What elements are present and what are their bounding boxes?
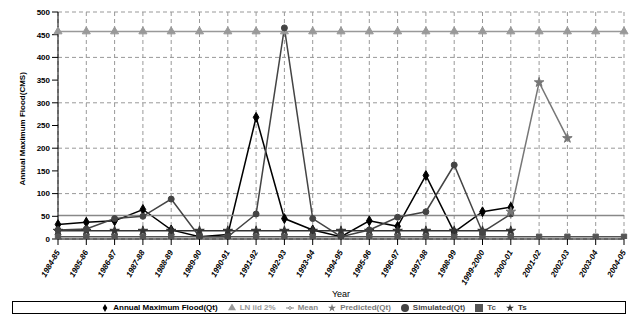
svg-text:200: 200 [37, 144, 51, 153]
svg-text:2004-05: 2004-05 [605, 248, 628, 279]
html-text:Annual Maximum Flood(Qt): Annual Maximum Flood(Qt) [113, 303, 218, 312]
svg-text:2003-04: 2003-04 [577, 248, 600, 279]
svg-text:1993-94: 1993-94 [294, 248, 317, 278]
svg-text:1984-85: 1984-85 [39, 248, 62, 278]
svg-text:350: 350 [37, 76, 51, 85]
svg-text:150: 150 [37, 167, 51, 176]
svg-text:1990-91: 1990-91 [209, 248, 232, 278]
svg-text:1987-88: 1987-88 [124, 248, 147, 278]
svg-text:Annual Maximum Flood(CMS): Annual Maximum Flood(CMS) [18, 72, 27, 186]
html-text:LN iid 2%: LN iid 2% [239, 303, 276, 312]
svg-text:1998-99: 1998-99 [436, 248, 459, 278]
svg-text:250: 250 [37, 121, 51, 130]
svg-text:1995-96: 1995-96 [351, 248, 374, 278]
html-text:Tc: Tc [487, 303, 496, 312]
svg-text:400: 400 [37, 53, 51, 62]
svg-text:1989-90: 1989-90 [181, 248, 204, 278]
svg-text:1991-92: 1991-92 [238, 248, 261, 278]
svg-text:1992-93: 1992-93 [266, 248, 289, 278]
html-text:Simulated(Qt): Simulated(Qt) [412, 303, 466, 312]
svg-text:1986-87: 1986-87 [96, 248, 119, 278]
html-text:Ts: Ts [518, 303, 527, 312]
svg-text:2002-03: 2002-03 [548, 248, 571, 279]
svg-text:500: 500 [37, 8, 51, 17]
svg-text:1999-2000: 1999-2000 [459, 248, 486, 286]
svg-text:Year: Year [332, 289, 350, 299]
svg-text:2000-01: 2000-01 [492, 248, 515, 279]
svg-text:300: 300 [37, 99, 51, 108]
html-text:Predicted(Qt): Predicted(Qt) [340, 303, 391, 312]
svg-text:0: 0 [46, 235, 51, 244]
svg-text:100: 100 [37, 189, 51, 198]
svg-text:1996-97: 1996-97 [379, 248, 402, 278]
svg-text:450: 450 [37, 31, 51, 40]
svg-text:1997-98: 1997-98 [407, 248, 430, 278]
svg-text:1985-86: 1985-86 [68, 248, 91, 278]
svg-text:50: 50 [41, 212, 50, 221]
svg-text:1994-95: 1994-95 [322, 248, 345, 278]
svg-text:1988-89: 1988-89 [153, 248, 176, 278]
svg-text:2001-02: 2001-02 [520, 248, 543, 279]
html-text:Mean: Mean [297, 303, 319, 312]
